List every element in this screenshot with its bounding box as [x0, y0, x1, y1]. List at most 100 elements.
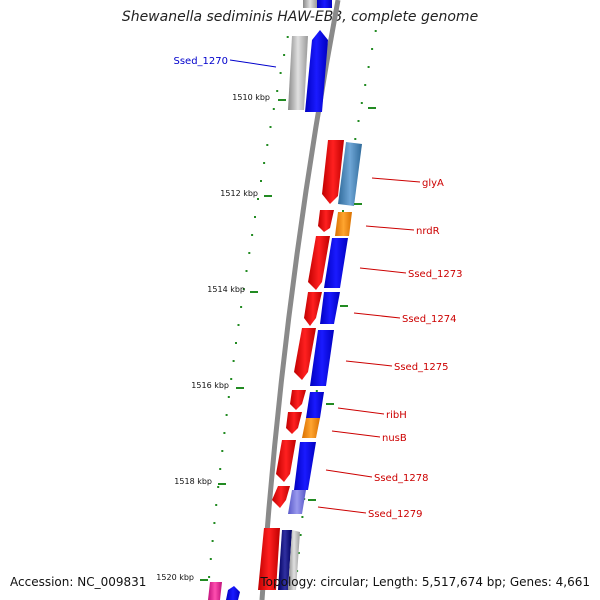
gene-nusB[interactable] [302, 418, 320, 438]
gene-label-ssed-1275[interactable]: Ssed_1275 [345, 360, 449, 373]
tick-label-1512: 1512 kbp [220, 189, 258, 198]
tick-label-1516: 1516 kbp [191, 381, 229, 390]
gene-top-blue[interactable] [317, 0, 332, 8]
outer-tick-dot [245, 270, 248, 272]
gene-ribH-red[interactable] [290, 390, 306, 410]
gene-ssed-1269-gray[interactable] [288, 36, 308, 110]
gene-1278-red[interactable] [276, 440, 296, 482]
gene-bottom-navy[interactable] [278, 530, 292, 590]
tick-1518: 1518 kbp [174, 477, 226, 486]
gene-label-ssed-1278[interactable]: Ssed_1278 [325, 469, 429, 484]
gene-nusB-red[interactable] [286, 412, 302, 434]
gene-label-nusB[interactable]: nusB [331, 430, 407, 444]
svg-text:glyA: glyA [422, 178, 444, 189]
outer-tick-dot [215, 504, 218, 506]
outer-tick-dot [240, 306, 243, 308]
outer-tick-dot [219, 468, 222, 470]
outer-tick-dot [227, 396, 230, 398]
svg-text:Ssed_1274: Ssed_1274 [402, 314, 457, 325]
genome-title: Shewanella sediminis HAW-EB3, complete g… [121, 9, 479, 25]
gene-1271-red[interactable] [322, 140, 344, 204]
outer-tick-dot [230, 378, 233, 380]
outer-tick-dot [260, 180, 262, 182]
outer-tick-dot [269, 126, 272, 128]
tick-label-1518: 1518 kbp [174, 477, 212, 486]
gene-label-ssed-1273[interactable]: Ssed_1273 [359, 267, 463, 280]
inner-tick-dot [297, 552, 300, 554]
gene-ssed-1278[interactable] [294, 442, 316, 490]
outer-tick-dot [254, 216, 256, 218]
outer-tick-dot [225, 414, 228, 416]
gene-1272-red[interactable] [318, 210, 334, 232]
svg-text:Ssed_1275: Ssed_1275 [394, 362, 449, 373]
gene-label-glyA[interactable]: glyA [371, 177, 444, 189]
outer-tick-dot [223, 432, 226, 434]
inner-tick-dot [315, 390, 318, 392]
inner-tick-dot [371, 48, 374, 50]
svg-text:Ssed_1279: Ssed_1279 [368, 509, 423, 520]
svg-text:ribH: ribH [386, 410, 407, 421]
inner-tick-dot [364, 84, 367, 86]
gene-top-gray[interactable] [303, 0, 317, 8]
outer-tick-dot [276, 90, 279, 92]
gene-1275-red[interactable] [294, 328, 316, 380]
outer-tick-dot [242, 288, 245, 290]
outer-tick-dot [237, 324, 240, 326]
gene-nrdR[interactable] [335, 212, 352, 236]
outer-tick-dot [221, 450, 224, 452]
tick-1514: 1514 kbp [207, 285, 258, 294]
gene-1274-red[interactable] [304, 292, 322, 326]
svg-text:Ssed_1273: Ssed_1273 [408, 269, 463, 280]
svg-text:nrdR: nrdR [416, 226, 440, 237]
outer-tick-dot [286, 36, 289, 38]
inner-tick-dot [342, 210, 344, 212]
outer-tick-dot [263, 162, 266, 164]
svg-text:nusB: nusB [382, 433, 407, 444]
svg-text:Ssed_1278: Ssed_1278 [374, 473, 429, 484]
outer-tick-dot [208, 576, 211, 578]
outer-tick-dot [217, 486, 220, 488]
inner-tick-dot [301, 516, 304, 518]
gene-ribH[interactable] [306, 392, 324, 418]
gene-label-nrdR[interactable]: nrdR [365, 225, 440, 237]
gene-1279-red[interactable] [272, 486, 290, 508]
gene-glyA[interactable] [338, 142, 362, 206]
inner-tick-dashes [308, 107, 376, 501]
gene-label-ssed-1279[interactable]: Ssed_1279 [317, 506, 423, 520]
gene-ssed-1275[interactable] [310, 330, 334, 386]
tick-1516: 1516 kbp [191, 381, 244, 390]
gene-1273-red[interactable] [308, 236, 330, 290]
tick-1510: 1510 kbp [232, 93, 286, 102]
inner-tick-dot [367, 66, 370, 68]
outer-tick-dot [272, 108, 275, 110]
gene-ssed-1279[interactable] [288, 490, 306, 514]
inner-tick-dot [354, 138, 357, 140]
svg-text:Ssed_1270: Ssed_1270 [173, 56, 228, 67]
outer-tick-dot [279, 72, 282, 74]
gene-label-ribH[interactable]: ribH [337, 407, 407, 421]
gene-bottom-red[interactable] [258, 528, 280, 590]
tick-label-1510: 1510 kbp [232, 93, 270, 102]
outer-tick-dot [251, 234, 254, 236]
outer-tick-dot [213, 522, 216, 524]
outer-tick-arc [208, 36, 289, 578]
outer-tick-dot [232, 360, 235, 362]
gene-label-ssed-1270[interactable]: Ssed_1270 [173, 56, 277, 68]
gene-ssed-1273[interactable] [324, 238, 348, 288]
gene-bottom-gray[interactable] [288, 530, 300, 590]
topology-text: Topology: circular; Length: 5,517,674 bp… [260, 575, 590, 589]
tick-label-1520: 1520 kbp [156, 573, 194, 582]
tick-1520: 1520 kbp [156, 573, 208, 582]
inner-tick-dot [299, 534, 302, 536]
gene-label-ssed-1274[interactable]: Ssed_1274 [353, 312, 457, 325]
gene-bottom-pink[interactable] [208, 582, 222, 600]
tick-label-1514: 1514 kbp [207, 285, 245, 294]
inner-tick-dot [360, 102, 363, 104]
gene-ssed-1274[interactable] [320, 292, 340, 324]
gene-bottom-blue[interactable] [226, 586, 240, 600]
outer-tick-dot [235, 342, 237, 344]
outer-tick-dot [209, 558, 212, 560]
inner-tick-dot [374, 30, 377, 32]
gene-ssed-1270-blue[interactable] [305, 30, 328, 112]
